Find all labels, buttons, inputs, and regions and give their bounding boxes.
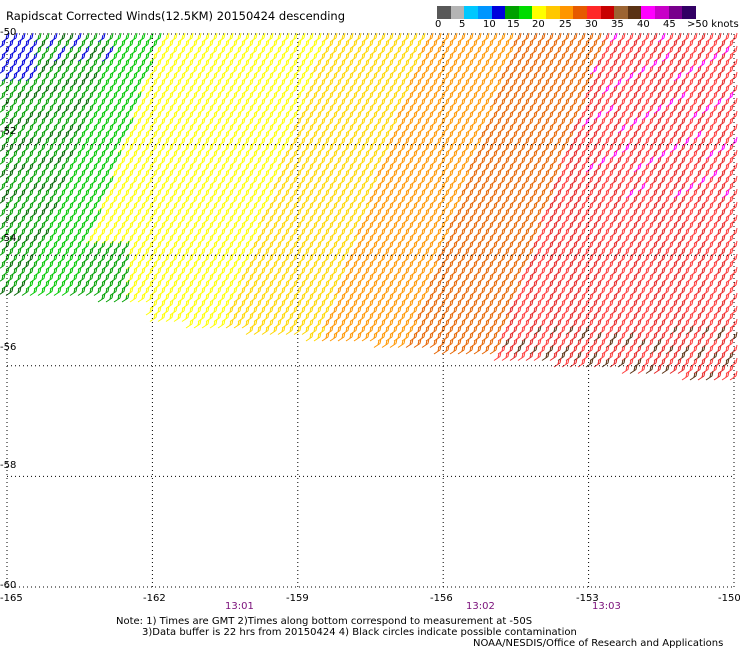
colorbar-label: >50 knots [687,19,739,30]
time-label: 13:02 [466,601,495,612]
colorbar-label: 30 [585,19,598,30]
lat-label: -54 [0,233,17,244]
wind-barb [0,39,6,48]
colorbar-swatch [450,6,465,19]
wind-barb [0,65,6,74]
wind-barb [0,182,6,191]
wind-barb [729,123,738,134]
colorbar-swatch [586,6,601,19]
lon-label: -150 [718,593,740,604]
time-label: 13:03 [592,601,621,612]
lon-label: -162 [143,593,166,604]
lat-label: -52 [0,126,17,137]
colorbar-label: 5 [459,19,466,30]
colorbar-labels: 0 5 10 15 20 25 30 35 40 45 >50 knots [0,19,740,33]
wind-barb [0,78,6,87]
colorbar-swatch [600,6,615,19]
colorbar-swatch [505,6,519,19]
wind-barb [0,52,6,61]
wind-barb [0,117,6,126]
colorbar-swatch [518,6,533,19]
note-line-2: 3)Data buffer is 22 hrs from 20150424 4)… [142,627,577,638]
wind-barb [0,208,6,217]
wind-barb [0,169,6,178]
note-line-1: Note: 1) Times are GMT 2)Times along bot… [116,616,533,627]
wind-barb [729,279,738,290]
map-title: Rapidscat Corrected Winds(12.5KM) 201504… [6,9,346,23]
wind-barb [0,156,6,165]
colorbar-label: 25 [559,19,572,30]
colorbar-swatch [668,6,683,19]
colorbar-label: 35 [611,19,624,30]
wind-barb [729,331,738,342]
colorbar-swatch [641,6,655,19]
lat-label: -50 [0,27,17,38]
map-gridlines [6,33,735,588]
lat-label: -56 [0,342,17,353]
wind-barb [729,71,738,82]
wind-barb [0,286,6,295]
wind-barb [0,195,6,204]
wind-barb [0,247,6,256]
colorbar-swatch [532,6,546,19]
colorbar-label: 15 [507,19,520,30]
colorbar-swatch [559,6,574,19]
colorbar-swatch [491,6,506,19]
wind-barb [0,130,6,139]
lon-label: -165 [0,593,23,604]
colorbar-label: 40 [637,19,650,30]
credit-line: NOAA/NESDIS/Office of Research and Appli… [473,638,724,649]
colorbar-swatch [614,6,628,19]
colorbar-swatch [464,6,478,19]
colorbar-swatch [627,6,642,19]
time-label: 13:01 [225,601,254,612]
colorbar-swatch [682,6,696,19]
wind-barb [0,143,6,152]
lat-label: -58 [0,460,17,471]
wind-barb [729,175,738,186]
lon-label: -159 [286,593,309,604]
colorbar-swatch [477,6,492,19]
wind-barb [0,273,6,282]
lat-label: -60 [0,580,17,591]
colorbar-swatch [546,6,560,19]
colorbar-label: 20 [532,19,545,30]
colorbar-swatch [655,6,669,19]
wind-barb [0,260,6,269]
colorbar-swatch [437,6,451,19]
wind-barb [0,91,6,100]
wind-barb [0,104,6,113]
colorbar-label: 45 [663,19,676,30]
colorbar-label: 0 [435,19,442,30]
lon-label: -156 [430,593,453,604]
wind-barb [729,227,738,238]
wind-speed-colorbar [437,6,696,19]
wind-barbs [0,32,738,381]
colorbar-label: 10 [483,19,496,30]
colorbar-swatch [573,6,587,19]
wind-barb [0,221,6,230]
